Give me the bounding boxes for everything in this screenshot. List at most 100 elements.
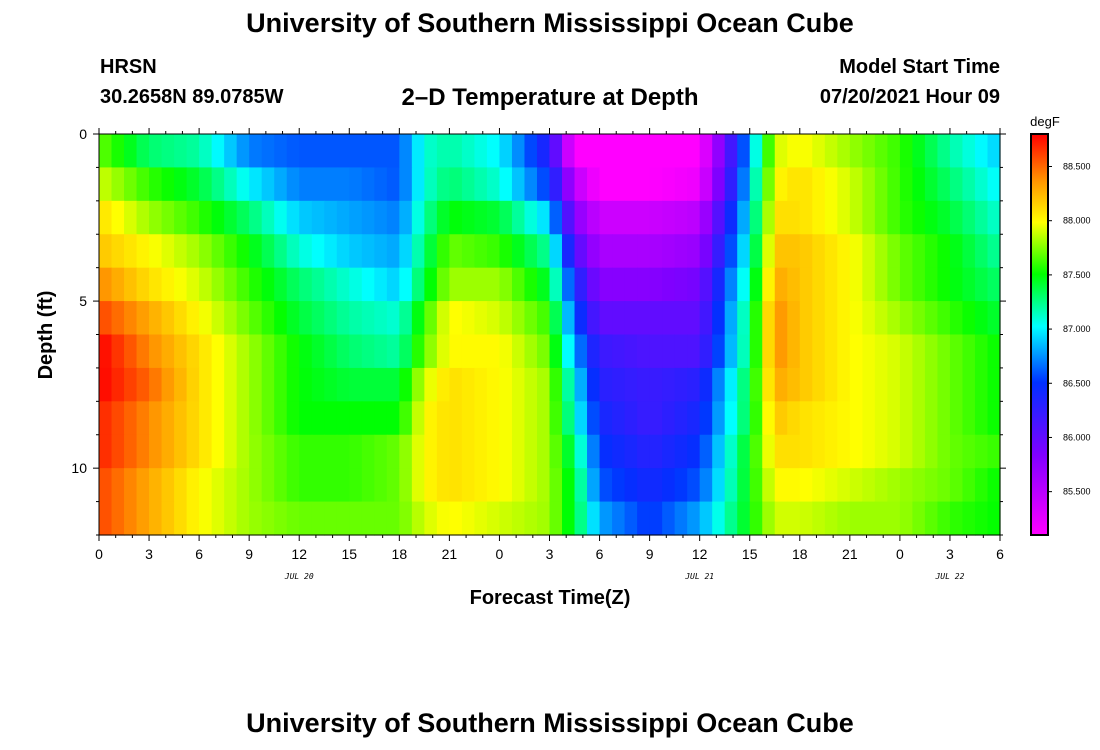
heatmap-cell — [812, 367, 826, 402]
heatmap-cell — [937, 401, 951, 436]
heatmap-cell — [574, 301, 588, 336]
heatmap-cell — [349, 134, 363, 169]
heatmap-cell — [324, 334, 338, 369]
colorbar-ticks: 88.500 88.000 87.500 87.000 86.500 86.000 85.5… — [1048, 162, 1091, 497]
heatmap-cell — [774, 434, 788, 469]
heatmap-cell — [249, 134, 263, 169]
heatmap-cell — [949, 434, 964, 469]
heatmap-cell — [774, 367, 788, 402]
heatmap-cell — [474, 434, 488, 469]
heatmap-cell — [912, 301, 926, 336]
heatmap-cell — [374, 267, 388, 302]
heatmap-cell — [774, 134, 788, 169]
heatmap-cell — [962, 434, 976, 469]
x-axis: 0 3 6 9 12 15 18 21 0 3 6 9 12 15 18 21 0 3 6 JUL 20 JUL 21 J… — [95, 128, 1004, 581]
heatmap-cell — [824, 334, 838, 369]
heatmap-cell — [336, 301, 350, 336]
heatmap-cell — [174, 401, 188, 436]
heatmap-cell — [299, 468, 313, 503]
colorbar-tick-label: 87.500 — [1063, 270, 1091, 280]
heatmap-cell — [236, 367, 250, 402]
heatmap-cell — [286, 501, 300, 536]
heatmap-cell — [386, 334, 400, 369]
heatmap-cell — [399, 434, 413, 469]
heatmap-cell — [99, 134, 113, 169]
heatmap-cell — [199, 501, 213, 536]
heatmap-cell — [749, 468, 763, 503]
x-tick-label: 3 — [145, 546, 153, 562]
heatmap-cell — [737, 501, 751, 536]
heatmap-cell — [549, 468, 563, 503]
heatmap-cell — [449, 468, 463, 503]
heatmap-cell — [599, 267, 613, 302]
heatmap-cell — [249, 267, 263, 302]
heatmap-cell — [436, 301, 450, 336]
heatmap-cell — [361, 234, 375, 269]
heatmap-cell — [749, 200, 763, 235]
heatmap-cell — [974, 234, 989, 269]
heatmap-cell — [862, 334, 876, 369]
heatmap-cell — [524, 468, 538, 503]
heatmap-cell — [411, 267, 425, 302]
heatmap-cell — [849, 434, 863, 469]
heatmap-cell — [349, 434, 363, 469]
heatmap-cell — [662, 301, 676, 336]
heatmap-cell — [424, 301, 438, 336]
heatmap-cell — [324, 401, 338, 436]
heatmap-cell — [799, 401, 813, 436]
heatmap-cell — [799, 267, 813, 302]
heatmap-cell — [749, 167, 763, 202]
heatmap-cell — [574, 167, 588, 202]
heatmap-cell — [136, 434, 150, 469]
heatmap-cell — [536, 234, 551, 269]
heatmap-cell — [874, 367, 888, 402]
heatmap-cell — [549, 267, 563, 302]
heatmap-cell — [199, 167, 213, 202]
heatmap-cell — [299, 434, 313, 469]
heatmap-cell — [987, 468, 1001, 503]
heatmap-cell — [812, 401, 826, 436]
heatmap-cell — [286, 134, 300, 169]
heatmap-cell — [249, 234, 263, 269]
heatmap-cell — [687, 167, 701, 202]
heatmap-cell — [374, 468, 388, 503]
heatmap-cell — [699, 501, 713, 536]
heatmap-cell — [887, 367, 901, 402]
heatmap-cell — [837, 267, 851, 302]
heatmap-cell — [837, 401, 851, 436]
heatmap-cell — [599, 501, 613, 536]
heatmap-cell — [436, 200, 450, 235]
heatmap-cell — [937, 234, 951, 269]
heatmap-cell — [662, 468, 676, 503]
heatmap-cell — [261, 200, 275, 235]
heatmap-cell — [236, 167, 250, 202]
colorbar-tick-label: 87.000 — [1063, 324, 1091, 334]
heatmap-cell — [349, 167, 363, 202]
heatmap-cell — [211, 200, 225, 235]
heatmap-cell — [649, 234, 663, 269]
x-tick-label: 18 — [392, 546, 408, 562]
heatmap-cell — [962, 468, 976, 503]
heatmap-cell — [699, 200, 713, 235]
heatmap-cell — [737, 200, 751, 235]
station-name: HRSN — [100, 56, 157, 78]
heatmap-cell — [124, 301, 138, 336]
heatmap-cell — [674, 301, 688, 336]
heatmap-cell — [274, 200, 288, 235]
heatmap-cell — [536, 468, 551, 503]
heatmap-cell — [587, 367, 601, 402]
heatmap-cell — [687, 401, 701, 436]
heatmap-cell — [186, 367, 200, 402]
heatmap-cell — [536, 401, 551, 436]
heatmap-cell — [274, 501, 288, 536]
heatmap-cell — [724, 267, 738, 302]
heatmap-cell — [249, 468, 263, 503]
heatmap-cell — [336, 434, 350, 469]
heatmap-cell — [211, 301, 225, 336]
heatmap-cell — [899, 401, 913, 436]
heatmap-cell — [124, 401, 138, 436]
heatmap-cell — [887, 501, 901, 536]
heatmap-cell — [762, 167, 776, 202]
heatmap-cell — [974, 468, 989, 503]
heatmap-cell — [549, 301, 563, 336]
